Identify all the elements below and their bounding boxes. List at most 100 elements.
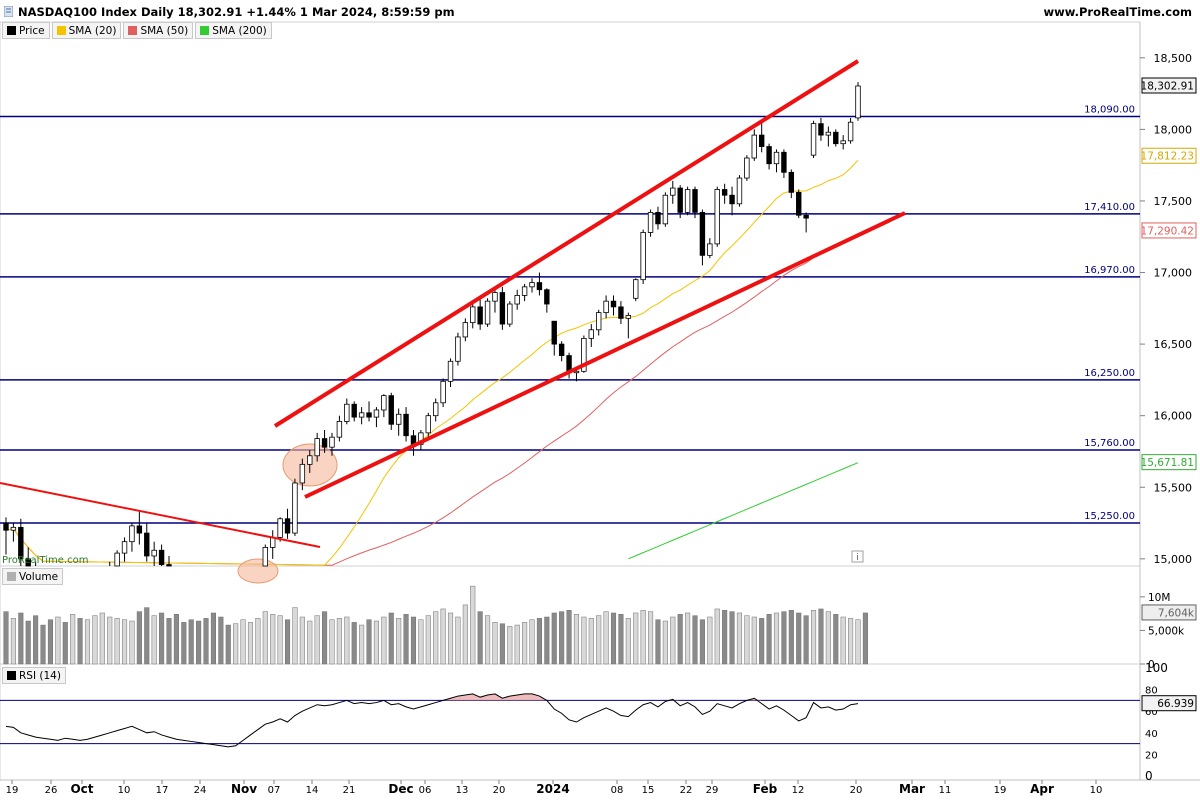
volume-bar[interactable]: [447, 612, 454, 665]
volume-bar[interactable]: [811, 610, 817, 665]
candle[interactable]: [351, 401, 357, 422]
legend-price[interactable]: Price: [2, 22, 50, 39]
candle[interactable]: [129, 523, 135, 552]
volume-bar[interactable]: [70, 614, 76, 665]
volume-bar[interactable]: [559, 611, 565, 665]
volume-bar[interactable]: [425, 615, 431, 665]
volume-bar[interactable]: [566, 610, 572, 665]
volume-bar[interactable]: [196, 620, 202, 665]
volume-bar[interactable]: [803, 615, 809, 665]
volume-bar[interactable]: [314, 615, 320, 665]
volume-bar[interactable]: [18, 612, 24, 665]
candle[interactable]: [692, 186, 698, 219]
volume-bar[interactable]: [262, 611, 268, 665]
volume-bar[interactable]: [499, 623, 505, 665]
candle[interactable]: [796, 189, 802, 219]
legend-sma200[interactable]: SMA (200): [195, 22, 272, 39]
volume-bar[interactable]: [181, 622, 187, 665]
volume-bar[interactable]: [188, 619, 194, 665]
volume-bar[interactable]: [344, 616, 350, 665]
candle[interactable]: [751, 129, 757, 161]
volume-bar[interactable]: [25, 620, 31, 665]
rsi-line[interactable]: [5, 693, 859, 748]
volume-bar[interactable]: [692, 615, 698, 665]
site-link[interactable]: www.ProRealTime.com: [1043, 5, 1192, 19]
candle[interactable]: [10, 523, 17, 542]
candle[interactable]: [336, 415, 343, 442]
volume-bar[interactable]: [129, 620, 135, 665]
sma200-line[interactable]: [628, 462, 859, 560]
volume-bar[interactable]: [173, 614, 179, 665]
sma50-line[interactable]: [5, 233, 859, 566]
volume-bar[interactable]: [514, 624, 520, 665]
candle[interactable]: [781, 149, 787, 179]
candle[interactable]: [121, 537, 128, 562]
candle[interactable]: [558, 341, 565, 362]
volume-bar[interactable]: [766, 614, 772, 665]
volume-bar[interactable]: [507, 626, 513, 665]
candle[interactable]: [514, 289, 520, 310]
candle[interactable]: [3, 517, 9, 555]
candle[interactable]: [773, 149, 780, 173]
candle[interactable]: [136, 511, 143, 545]
candle[interactable]: [544, 288, 550, 313]
candle[interactable]: [595, 309, 602, 336]
volume-bar[interactable]: [699, 619, 705, 665]
volume-bar[interactable]: [218, 616, 224, 665]
volume-bar[interactable]: [862, 612, 868, 665]
volume-bar[interactable]: [633, 612, 639, 665]
candle[interactable]: [447, 358, 454, 388]
volume-bar[interactable]: [144, 607, 150, 665]
volume-bar[interactable]: [581, 616, 587, 665]
volume-bar[interactable]: [329, 619, 335, 665]
candle[interactable]: [677, 185, 683, 219]
channel-upper-line[interactable]: [273, 59, 860, 428]
candle[interactable]: [403, 407, 409, 442]
volume-bar[interactable]: [492, 622, 498, 665]
candle[interactable]: [388, 392, 394, 430]
volume-bar[interactable]: [159, 612, 165, 665]
volume-bar[interactable]: [255, 618, 261, 665]
candle[interactable]: [366, 401, 372, 422]
legend-rsi[interactable]: RSI (14): [2, 667, 66, 684]
volume-bar[interactable]: [136, 611, 142, 665]
volume-bar[interactable]: [203, 618, 209, 665]
volume-bar[interactable]: [588, 618, 594, 665]
volume-bar[interactable]: [388, 612, 394, 665]
volume-bar[interactable]: [440, 608, 446, 665]
volume-bar[interactable]: [33, 615, 39, 665]
candle[interactable]: [684, 186, 691, 216]
volume-bar[interactable]: [625, 618, 631, 665]
candle[interactable]: [114, 550, 120, 567]
volume-bar[interactable]: [336, 618, 342, 665]
volume-bar[interactable]: [855, 619, 861, 665]
volume-bar[interactable]: [818, 608, 824, 665]
volume-bar[interactable]: [77, 618, 83, 665]
volume-bar[interactable]: [796, 612, 802, 665]
candle[interactable]: [847, 117, 854, 144]
volume-bar[interactable]: [62, 622, 68, 665]
volume-bar[interactable]: [648, 611, 654, 665]
candle[interactable]: [618, 301, 624, 325]
volume-bar[interactable]: [529, 619, 535, 665]
candle[interactable]: [810, 120, 817, 158]
volume-bar[interactable]: [247, 622, 254, 665]
volume-bar[interactable]: [848, 618, 854, 665]
volume-bar[interactable]: [351, 622, 357, 665]
volume-bar[interactable]: [536, 618, 542, 665]
volume-bar[interactable]: [759, 618, 765, 665]
candle[interactable]: [788, 169, 795, 199]
candle[interactable]: [433, 398, 439, 422]
volume-bar[interactable]: [825, 611, 831, 665]
volume-bar[interactable]: [640, 610, 646, 665]
candle[interactable]: [610, 295, 617, 316]
volume-bar[interactable]: [781, 611, 787, 665]
candle[interactable]: [25, 547, 31, 567]
candle[interactable]: [729, 186, 735, 216]
volume-bar[interactable]: [410, 616, 417, 665]
volume-bar[interactable]: [403, 614, 409, 665]
volume-bar[interactable]: [307, 620, 313, 665]
volume-bar[interactable]: [485, 615, 491, 665]
candle[interactable]: [358, 407, 365, 425]
